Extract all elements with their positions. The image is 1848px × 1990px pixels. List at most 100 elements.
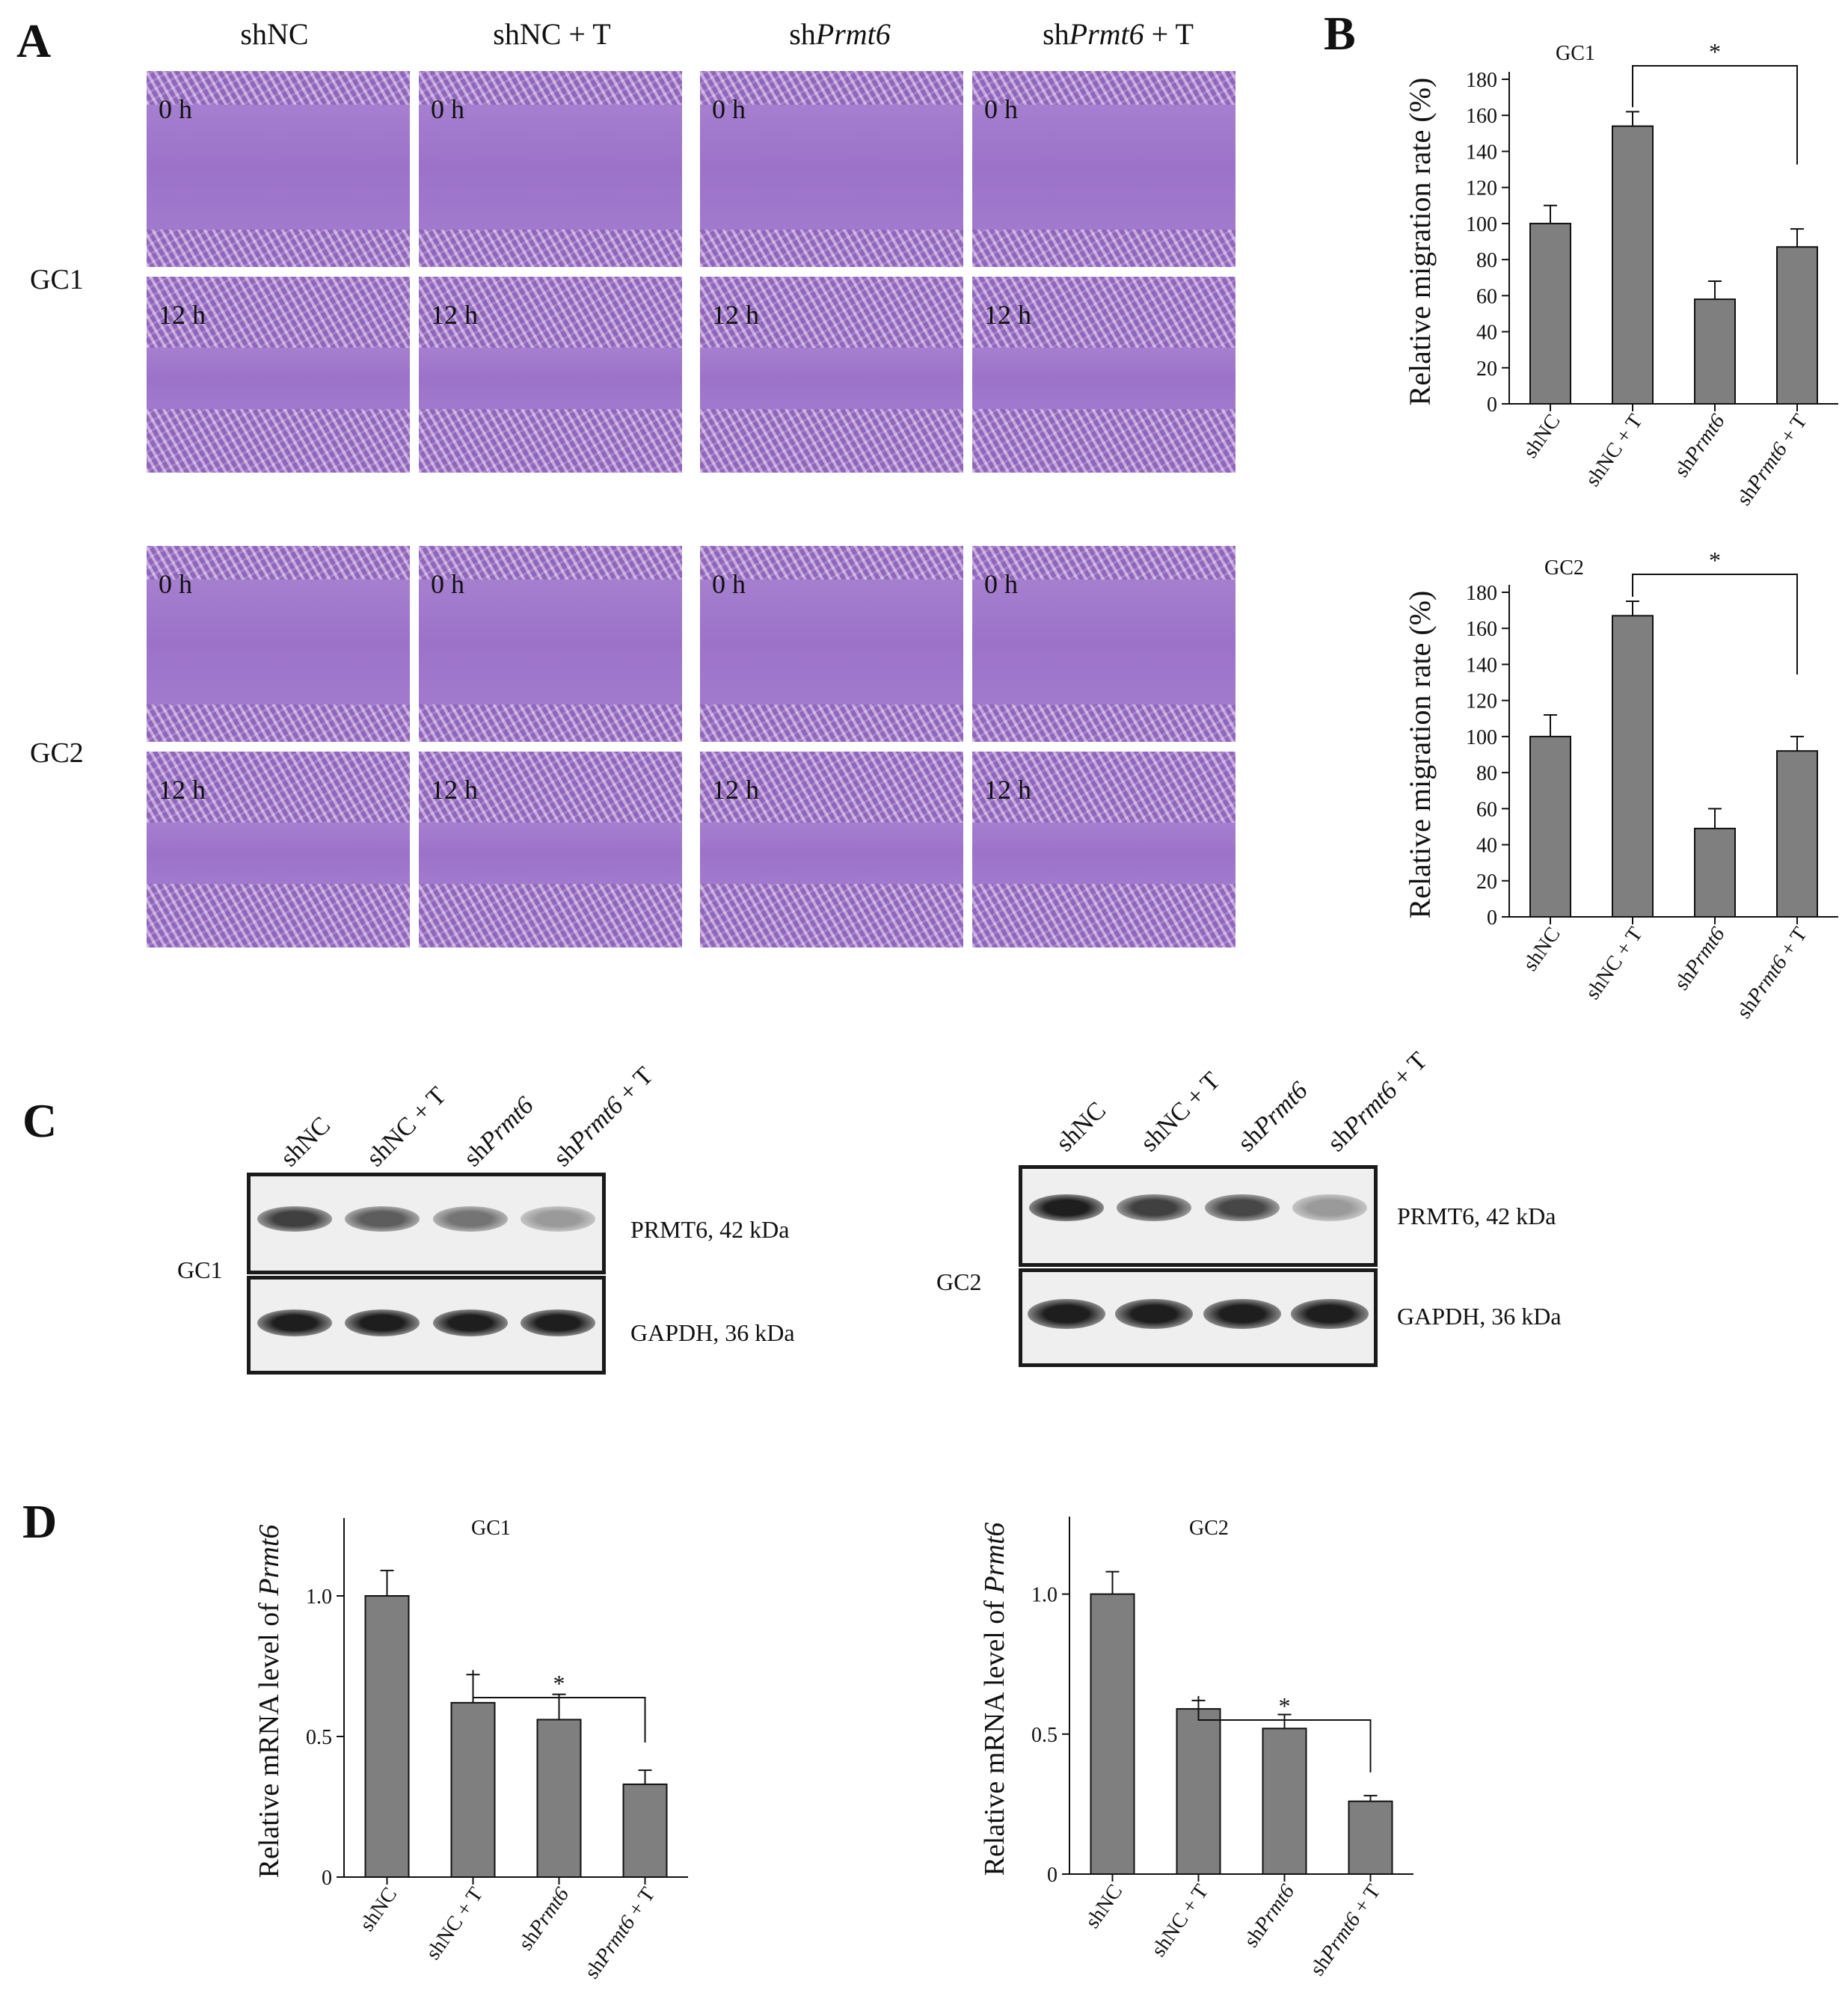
y-tick-label: 80 (1476, 249, 1497, 272)
micrograph: 0 h (419, 546, 682, 742)
blot-band (1117, 1194, 1192, 1221)
micrograph: 12 h (972, 277, 1235, 473)
panel-label-a: A (16, 14, 52, 67)
x-tick-label: shNC (1519, 410, 1565, 462)
time-label: 0 h (984, 94, 1018, 124)
y-tick-label: 0 (1047, 1864, 1057, 1887)
lane-label: shPrmt6 (1232, 1076, 1313, 1158)
chart-title: GC2 (1189, 1517, 1229, 1540)
x-tick-label: shNC + T (422, 1883, 488, 1964)
y-tick-label: 0 (322, 1867, 332, 1890)
blot-cell-line-gc1: GC1 (177, 1256, 223, 1283)
y-axis-label: Relative mRNA level of Prmt6 (254, 1525, 285, 1879)
y-tick-label: 20 (1476, 357, 1497, 381)
micrograph: 12 h (419, 277, 682, 473)
y-tick-label: 40 (1476, 322, 1497, 345)
blot-band (1292, 1194, 1368, 1221)
blot-band (1115, 1299, 1194, 1329)
significance-star: * (553, 1670, 565, 1697)
column-header-shprmt6: shPrmt6 (789, 17, 891, 51)
time-label: 12 h (712, 300, 759, 330)
x-tick-label: shPrmt6 (514, 1883, 574, 1955)
column-header-shprmt6-t: shPrmt6 + T (1043, 17, 1194, 51)
bar (450, 1701, 496, 1878)
blot-gc1-gapdh (247, 1276, 606, 1375)
significance-star: * (1709, 38, 1721, 65)
y-axis-label: Relative mRNA level of Prmt6 (979, 1523, 1010, 1876)
time-label: 0 h (712, 94, 746, 124)
micrograph: 12 h (147, 277, 410, 473)
bar (1612, 125, 1654, 405)
x-tick-label: shNC + T (1581, 923, 1648, 1004)
panel-label-d: D (22, 1495, 58, 1548)
chart-d-gc1: 0 0.5 1.0 GC1 Relative mRNA level of Prmt6 sh… (254, 1517, 688, 1983)
time-label: 0 h (159, 569, 192, 599)
x-tick-label: shPrmt6 + T (580, 1883, 660, 1983)
chart-title: GC1 (471, 1517, 511, 1540)
micrograph: 0 h (147, 546, 410, 742)
lane-label: shPrmt6 + T (548, 1061, 659, 1173)
y-tick-label: 40 (1476, 835, 1497, 858)
blot-band (1291, 1299, 1369, 1329)
time-label: 12 h (984, 300, 1031, 330)
bar (536, 1719, 582, 1878)
lane-label: shNC (1051, 1096, 1112, 1158)
x-tick-label: shNC (1081, 1880, 1127, 1932)
y-tick-label: 140 (1466, 141, 1497, 164)
panel-label-c: C (22, 1094, 58, 1147)
micrograph: 0 h (972, 546, 1235, 742)
y-tick-label: 1.0 (306, 1585, 332, 1609)
y-tick-label: 80 (1476, 762, 1497, 785)
micrograph: 0 h (147, 71, 410, 267)
blot-band (521, 1309, 596, 1336)
y-tick-label: 160 (1466, 105, 1497, 128)
blot-band (345, 1206, 420, 1232)
x-tick-label: shPrmt6 + T (1306, 1880, 1385, 1980)
chart-title: GC1 (1556, 42, 1595, 65)
y-tick-label: 120 (1466, 690, 1497, 713)
blot-cell-line-gc2: GC2 (936, 1268, 982, 1295)
y-tick-label: 0 (1487, 906, 1497, 930)
row-label-gc2: GC2 (30, 737, 84, 769)
blot-band (432, 1309, 508, 1336)
blot-label-gapdh: GAPDH, 36 kDa (1397, 1303, 1562, 1330)
lane-label: shNC (275, 1111, 337, 1173)
blot-band (1028, 1194, 1104, 1221)
bar (1529, 222, 1571, 405)
micrograph: 12 h (700, 752, 963, 948)
bar (1090, 1593, 1135, 1875)
blot-label-prmt6: PRMT6, 42 kDa (1397, 1203, 1556, 1229)
x-tick-label: shNC + T (1581, 410, 1648, 491)
chart-title: GC2 (1544, 556, 1584, 580)
significance-star: * (1279, 1692, 1291, 1719)
bar (1262, 1728, 1307, 1876)
micrograph: 0 h (419, 71, 682, 267)
blot-gc2-prmt6 (1019, 1165, 1378, 1267)
y-tick-label: 160 (1466, 618, 1497, 641)
chart-b-gc1: 0 20 40 60 80 100 120 140 160 180 GC1 Relative migr… (1403, 38, 1838, 510)
blot-band (432, 1206, 508, 1232)
blot-band (345, 1309, 420, 1336)
y-axis-label: Relative migration rate (%) (1403, 78, 1437, 406)
chart-d-gc2: 0 0.5 1.0 GC2 Relative mRNA level of Prmt6 sh… (979, 1517, 1413, 1980)
time-label: 0 h (431, 569, 464, 599)
panel-label-b: B (1324, 7, 1356, 60)
y-tick-label: 20 (1476, 870, 1497, 894)
bar (1348, 1800, 1393, 1876)
micrograph: 12 h (419, 752, 682, 948)
x-tick-label: shPrmt6 + T (1732, 923, 1811, 1023)
significance-bracket (1197, 1695, 1372, 1772)
time-label: 12 h (984, 775, 1031, 805)
column-header-shnc-t: shNC + T (493, 17, 611, 51)
bar (1776, 246, 1818, 405)
time-label: 12 h (431, 300, 478, 330)
bar (1776, 750, 1818, 918)
significance-star: * (1709, 547, 1721, 574)
x-tick-label: shPrmt6 + T (1732, 410, 1811, 510)
micrograph: 12 h (972, 752, 1235, 948)
blot-gc2-gapdh (1019, 1268, 1378, 1367)
time-label: 0 h (159, 94, 192, 124)
x-tick-label: shPrmt6 (1670, 923, 1730, 995)
micrograph: 0 h (700, 546, 963, 742)
time-label: 0 h (431, 94, 464, 124)
